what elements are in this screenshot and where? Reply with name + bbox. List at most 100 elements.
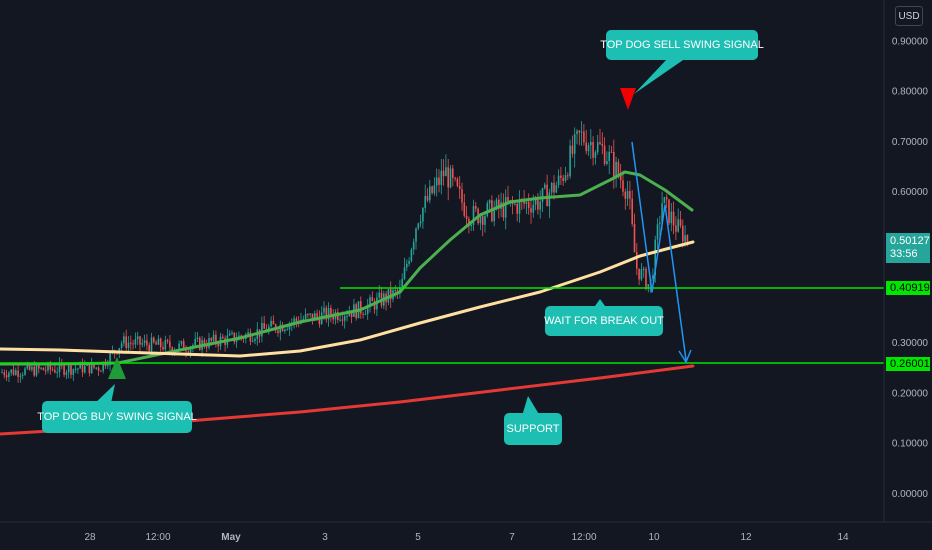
candle-body xyxy=(350,312,353,317)
candle-body xyxy=(677,219,679,232)
candle-body xyxy=(341,319,344,321)
candle-body xyxy=(587,145,590,152)
candle-body xyxy=(498,199,500,209)
candle-body xyxy=(277,330,279,333)
candle-body xyxy=(162,347,164,350)
sell-signal-triangle xyxy=(620,88,636,110)
candle-body xyxy=(573,134,576,154)
ma-green-line xyxy=(0,170,694,366)
resistance-price-tag: 0.40919 xyxy=(886,281,930,295)
candle-body xyxy=(539,201,541,210)
candle-body xyxy=(127,342,130,348)
candle-body xyxy=(670,211,673,224)
time-tick-label: 12 xyxy=(740,532,752,543)
candle-body xyxy=(286,329,288,331)
candle-body xyxy=(622,180,624,192)
candle-body xyxy=(525,201,528,204)
candle-body xyxy=(295,318,298,322)
time-tick-label: 3 xyxy=(322,532,328,543)
time-tick-label: 14 xyxy=(837,532,849,543)
candle-body xyxy=(475,206,477,209)
candle-body xyxy=(212,334,215,341)
candle-body xyxy=(100,370,102,372)
candle-body xyxy=(652,275,654,279)
candle-body xyxy=(309,313,311,315)
candle-body xyxy=(251,340,254,342)
candle-body xyxy=(180,341,183,344)
candle-body xyxy=(79,363,81,369)
candle-body xyxy=(314,313,316,321)
candle-body xyxy=(364,313,367,315)
candle-body xyxy=(21,374,24,376)
candle-body xyxy=(647,284,650,290)
candle-body xyxy=(49,363,52,370)
candle-body xyxy=(636,252,638,269)
candle-body xyxy=(465,215,468,219)
candle-body xyxy=(631,198,633,224)
candle-body xyxy=(626,191,629,199)
price-axis-ticks: 0.90000 0.80000 0.70000 0.60000 0.30000 0.200… xyxy=(892,36,929,500)
candle-body xyxy=(185,350,187,352)
candle-body xyxy=(123,336,125,344)
candle-body xyxy=(107,364,109,367)
candle-body xyxy=(97,367,100,371)
candle-body xyxy=(603,145,606,164)
candle-body xyxy=(157,338,160,345)
candle-body xyxy=(504,197,507,218)
candle-body xyxy=(132,343,134,345)
candle-body xyxy=(608,151,610,161)
candle-body xyxy=(332,315,334,320)
candle-body xyxy=(366,304,369,314)
candle-body xyxy=(675,225,677,232)
candle-body xyxy=(479,216,482,224)
candle-body xyxy=(452,168,454,178)
candle-body xyxy=(72,369,75,375)
candle-body xyxy=(447,167,449,188)
price-tick-label: 0.10000 xyxy=(892,439,929,450)
candle-body xyxy=(24,368,26,375)
candle-body xyxy=(3,372,6,376)
candle-body xyxy=(553,183,555,193)
candle-body xyxy=(12,369,15,375)
candle-body xyxy=(415,228,417,242)
candle-body xyxy=(449,168,452,188)
candle-body xyxy=(247,332,249,335)
candle-body xyxy=(205,346,208,348)
candle-body xyxy=(682,225,684,242)
time-tick-label: 7 xyxy=(509,532,515,543)
currency-button[interactable]: USD xyxy=(895,6,923,26)
candle-body xyxy=(590,142,592,146)
price-tick-label: 0.20000 xyxy=(892,388,929,399)
candle-body xyxy=(187,351,190,353)
candle-body xyxy=(254,338,256,341)
candle-body xyxy=(580,131,583,133)
candle-body xyxy=(235,339,238,342)
candle-body xyxy=(585,142,587,152)
candle-body xyxy=(120,343,123,349)
candle-body xyxy=(304,313,307,319)
candle-body xyxy=(601,143,604,146)
candle-body xyxy=(155,342,157,345)
candle-body xyxy=(596,142,599,153)
candle-body xyxy=(488,200,491,204)
candle-body xyxy=(318,316,321,325)
candle-body xyxy=(571,145,574,154)
candle-body xyxy=(394,290,397,292)
candle-body xyxy=(159,338,162,348)
candle-body xyxy=(88,363,91,374)
candle-body xyxy=(231,332,233,334)
countdown-timer: 33:56 xyxy=(890,248,918,260)
candle-body xyxy=(422,207,424,222)
candle-body xyxy=(659,222,661,225)
candle-body xyxy=(210,338,213,341)
sell-signal-callout: TOP DOG SELL SWING SIGNAL xyxy=(600,30,764,60)
projection-arrowhead xyxy=(678,349,692,364)
candle-body xyxy=(661,203,663,223)
candle-body xyxy=(417,223,420,229)
candle-body xyxy=(47,363,49,371)
candle-body xyxy=(617,161,620,176)
candle-body xyxy=(578,130,581,133)
candle-body xyxy=(56,371,58,373)
candle-body xyxy=(613,152,615,178)
